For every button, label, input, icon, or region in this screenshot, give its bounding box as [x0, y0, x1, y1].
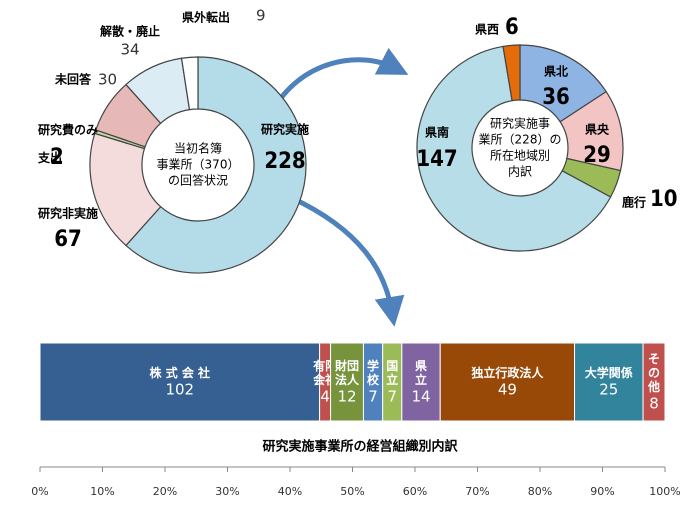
- center-label: 研究実施事: [490, 116, 550, 131]
- center-label: 当初名簿: [174, 141, 222, 156]
- segment-label: 県立: [415, 359, 427, 387]
- segment-label: その他: [647, 352, 660, 394]
- x-tick-label: 30%: [215, 485, 239, 498]
- segment-label: 独立行政法人: [470, 365, 544, 380]
- segment-label: 株 式 会 社: [150, 365, 211, 380]
- center-label: 業所（228）の: [479, 133, 562, 147]
- x-tick-label: 50%: [340, 485, 364, 498]
- x-tick-label: 90%: [590, 485, 614, 498]
- slice-value: 10: [650, 187, 678, 212]
- segment-value: 7: [387, 388, 397, 406]
- x-tick-label: 80%: [528, 485, 552, 498]
- donut-slice: [180, 56, 199, 111]
- slice-value: 147: [416, 147, 457, 172]
- slice-value: 6: [505, 15, 519, 40]
- bar-segment: [39, 342, 321, 422]
- donut-slice: [502, 44, 521, 102]
- bar-segment: [401, 342, 441, 422]
- slice-value: 30: [98, 71, 117, 89]
- segment-label: 学校: [367, 358, 380, 387]
- segment-value: 4: [320, 388, 330, 406]
- slice-label: 研究費のみ支出: [37, 122, 98, 165]
- x-tick-label: 40%: [278, 485, 302, 498]
- segment-value: 102: [165, 381, 194, 399]
- segment-value: 12: [337, 388, 356, 406]
- slice-label: 未回答: [54, 72, 92, 87]
- slice-label: 研究非実施: [38, 206, 98, 221]
- segment-value: 14: [411, 388, 430, 406]
- slice-value: 29: [583, 143, 611, 168]
- x-tick-label: 100%: [649, 485, 680, 498]
- slice-label: 県南: [425, 125, 449, 140]
- slice-value: 2: [50, 145, 64, 170]
- x-tick-label: 0%: [31, 485, 48, 498]
- segment-value: 7: [368, 388, 378, 406]
- slice-label: 県西: [475, 23, 499, 37]
- segment-label: 国立: [386, 359, 398, 387]
- chart-title: 研究実施事業所の経営組織別内訳: [262, 439, 458, 455]
- segment-value: 8: [649, 395, 659, 413]
- slice-label: 研究実施: [261, 122, 309, 137]
- slice-label: 解散・廃止: [100, 24, 160, 39]
- slice-value: 67: [54, 227, 82, 252]
- slice-label: 県北: [544, 64, 568, 79]
- bar-segment: [574, 342, 644, 422]
- center-label: 所在地域別: [490, 149, 550, 163]
- arrow: [290, 195, 405, 327]
- slice-value: 228: [264, 149, 305, 174]
- slice-value: 34: [120, 41, 139, 59]
- slice-label: 鹿行: [622, 195, 646, 210]
- center-label: の回答状況: [168, 173, 228, 188]
- bar-segment: [642, 342, 666, 422]
- slice-value: 9: [256, 7, 266, 25]
- x-tick-label: 60%: [403, 485, 427, 498]
- segment-label: 財団法人: [334, 358, 360, 387]
- donut-slice: [125, 56, 307, 274]
- slice-label: 県外転出: [182, 10, 230, 25]
- bar-segment: [439, 342, 576, 422]
- center-label: 事業所（370）: [157, 158, 240, 172]
- segment-value: 25: [599, 381, 618, 399]
- x-tick-label: 20%: [153, 485, 177, 498]
- x-tick-label: 10%: [90, 485, 114, 498]
- arrow: [269, 47, 409, 114]
- slice-label: 県央: [585, 122, 610, 137]
- segment-value: 49: [498, 381, 517, 399]
- donut-slice: [416, 45, 612, 252]
- center-label: 内訳: [508, 164, 532, 179]
- slice-value: 36: [542, 85, 570, 110]
- segment-label: 大学関係: [585, 365, 633, 380]
- x-tick-label: 70%: [465, 485, 489, 498]
